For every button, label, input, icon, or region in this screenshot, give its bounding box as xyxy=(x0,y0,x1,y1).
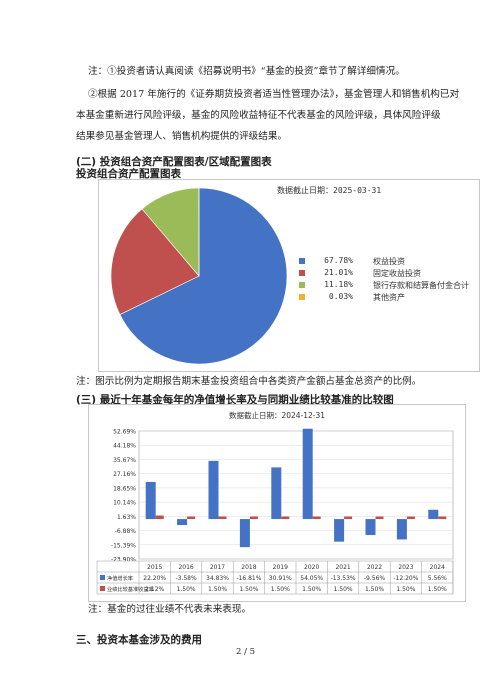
data-label-benchmark: 1.50% xyxy=(334,586,353,593)
y-tick-label: -23.90% xyxy=(111,557,136,564)
bar-chart-panel: 数据截止日期：2024-12-31 52.69% 44.18% 35.67% 27.16… xyxy=(88,404,466,602)
page-number: 2 / 5 xyxy=(236,647,256,657)
bar-chart-date: 数据截止日期：2024-12-31 xyxy=(229,410,325,420)
x-category-label: 2016 xyxy=(178,564,193,571)
y-tick-label: 1.63% xyxy=(117,514,136,521)
pie-legend-label-0: 权益投资 xyxy=(373,257,405,266)
bar-benchmark-2020 xyxy=(312,516,321,520)
section-3-note: 注：基金的过往业绩不代表未来表现。 xyxy=(88,604,252,615)
fee-section-title: 三、投资本基金涉及的费用 xyxy=(76,634,202,646)
bar-benchmark-2019 xyxy=(281,516,290,520)
pie-chart-date: 数据截止日期：2025-03-31 xyxy=(277,186,382,195)
y-tick-label: 35.67% xyxy=(113,457,136,464)
bar-benchmark-2017 xyxy=(218,516,227,520)
bar-fund-2015 xyxy=(145,481,156,520)
data-label-benchmark: 1.50% xyxy=(365,586,384,593)
y-tick-label: 52.69% xyxy=(113,429,136,436)
bar-benchmark-2024 xyxy=(438,516,447,520)
data-label-benchmark: 2.12% xyxy=(145,586,164,593)
x-category-label: 2019 xyxy=(273,564,288,571)
bar-fund-2023 xyxy=(396,519,407,540)
data-label-benchmark: 1.50% xyxy=(177,586,196,593)
x-category-label: 2018 xyxy=(241,564,256,571)
data-label-fund: -16.81% xyxy=(236,575,261,582)
x-category-label: 2017 xyxy=(210,564,225,571)
bar-fund-2019 xyxy=(271,467,282,520)
bar-fund-2016 xyxy=(177,519,188,526)
bar-benchmark-2021 xyxy=(344,516,353,520)
section-3-title: (三) 最近十年基金每年的净值增长率及与同期业绩比较基准的比较图 xyxy=(76,394,394,406)
note-1: 注：①投资者请认真阅读《招募说明书》“基金的投资”章节了解详细情况。 xyxy=(88,66,405,77)
y-tick-label: 44.18% xyxy=(113,443,136,450)
data-label-fund: 34.83% xyxy=(206,575,229,582)
data-label-fund: 54.05% xyxy=(300,575,323,582)
y-tick-label: -15.39% xyxy=(111,542,136,549)
pie-legend: 67.78% 权益投资 21.01% 固定收益投资 11.18% 银行存款和结算备付金合计… xyxy=(299,256,477,316)
pie-slice-1 xyxy=(110,208,200,315)
section-2-title: (二) 投资组合资产配置图表/区域配置图表 xyxy=(76,156,272,168)
y-tick-label: 10.14% xyxy=(113,500,136,507)
bar-benchmark-2016 xyxy=(187,516,196,520)
pie-legend-swatch-2 xyxy=(299,282,305,288)
bar-benchmark-2022 xyxy=(375,516,384,520)
pie-legend-label-3: 其他资产 xyxy=(373,293,405,302)
bar-fund-2022 xyxy=(365,519,376,536)
section-2-note: 注：图示比例为定期报告期末基金投资组合中各类资产金额占基金总资产的比例。 xyxy=(76,376,422,387)
bar-benchmark-2015 xyxy=(155,515,164,520)
data-label-fund: 22.20% xyxy=(143,575,166,582)
pie-chart xyxy=(110,187,288,365)
data-label-benchmark: 1.50% xyxy=(428,586,447,593)
data-label-benchmark: 1.50% xyxy=(239,586,258,593)
x-category-label: 2015 xyxy=(147,564,162,571)
bar-benchmark-2023 xyxy=(406,516,415,520)
pie-legend-swatch-1 xyxy=(299,270,305,276)
section-2-subtitle: 投资组合资产配置图表 xyxy=(76,168,181,180)
x-category-label: 2021 xyxy=(335,564,350,571)
y-tick-label: 18.65% xyxy=(113,485,136,492)
bar-fund-2018 xyxy=(239,519,250,548)
y-tick-label: -6.88% xyxy=(115,528,137,535)
bar-benchmark-2018 xyxy=(249,516,258,520)
bar-chart: 数据截止日期：2024-12-31 52.69% 44.18% 35.67% 27.16… xyxy=(96,410,454,595)
series-legend-swatch-0 xyxy=(100,575,105,580)
data-label-fund: 5.56% xyxy=(428,575,447,582)
pie-legend-value-3: 0.03% xyxy=(328,292,353,301)
data-label-fund: 30.91% xyxy=(269,575,292,582)
pie-legend-swatch-3 xyxy=(299,294,305,300)
pie-chart-panel: 数据截止日期：2025-03-31 67.78% 权益投资 21.01% 固定收益投资… xyxy=(98,179,480,372)
bar-fund-2020 xyxy=(302,428,313,520)
pie-legend-swatch-0 xyxy=(299,258,305,264)
bar-fund-2021 xyxy=(334,519,345,542)
x-category-label: 2022 xyxy=(367,564,382,571)
note-2-line-1: ②根据 2017 年施行的《证券期货投资者适当性管理办法》，基金管理人和销售机构… xyxy=(88,89,460,100)
bar-fund-2017 xyxy=(208,460,219,520)
data-label-benchmark: 1.50% xyxy=(208,586,227,593)
data-label-fund: -13.53% xyxy=(331,575,356,582)
data-label-benchmark: 1.50% xyxy=(396,586,415,593)
data-label-benchmark: 1.50% xyxy=(302,586,321,593)
note-2-line-3: 结果参见基金管理人、销售机构提供的评级结果。 xyxy=(76,131,288,142)
y-tick-label: 27.16% xyxy=(113,471,136,478)
data-label-benchmark: 1.50% xyxy=(271,586,290,593)
x-category-label: 2024 xyxy=(430,564,445,571)
pie-slice-0 xyxy=(119,187,288,365)
pie-legend-label-1: 固定收益投资 xyxy=(373,269,421,278)
data-label-fund: -12.20% xyxy=(393,575,418,582)
x-category-label: 2020 xyxy=(304,564,319,571)
note-2-line-2: 本基金重新进行风险评级，基金的风险收益特征不代表基金的风险评级，具体风险评级 xyxy=(76,110,441,121)
pie-legend-value-1: 21.01% xyxy=(324,268,353,277)
series-legend-swatch-1 xyxy=(100,586,105,591)
x-category-label: 2023 xyxy=(398,564,413,571)
pie-legend-label-2: 银行存款和结算备付金合计 xyxy=(373,281,469,290)
data-label-fund: -9.56% xyxy=(364,575,386,582)
data-label-fund: -3.58% xyxy=(175,575,197,582)
series-legend-label-1: 业绩比较基准收益率 xyxy=(107,585,154,593)
bar-fund-2024 xyxy=(428,509,439,520)
pie-legend-value-0: 67.78% xyxy=(324,256,353,265)
pie-legend-value-2: 11.18% xyxy=(324,280,353,289)
series-legend-label-0: 净值增长率 xyxy=(107,574,133,582)
